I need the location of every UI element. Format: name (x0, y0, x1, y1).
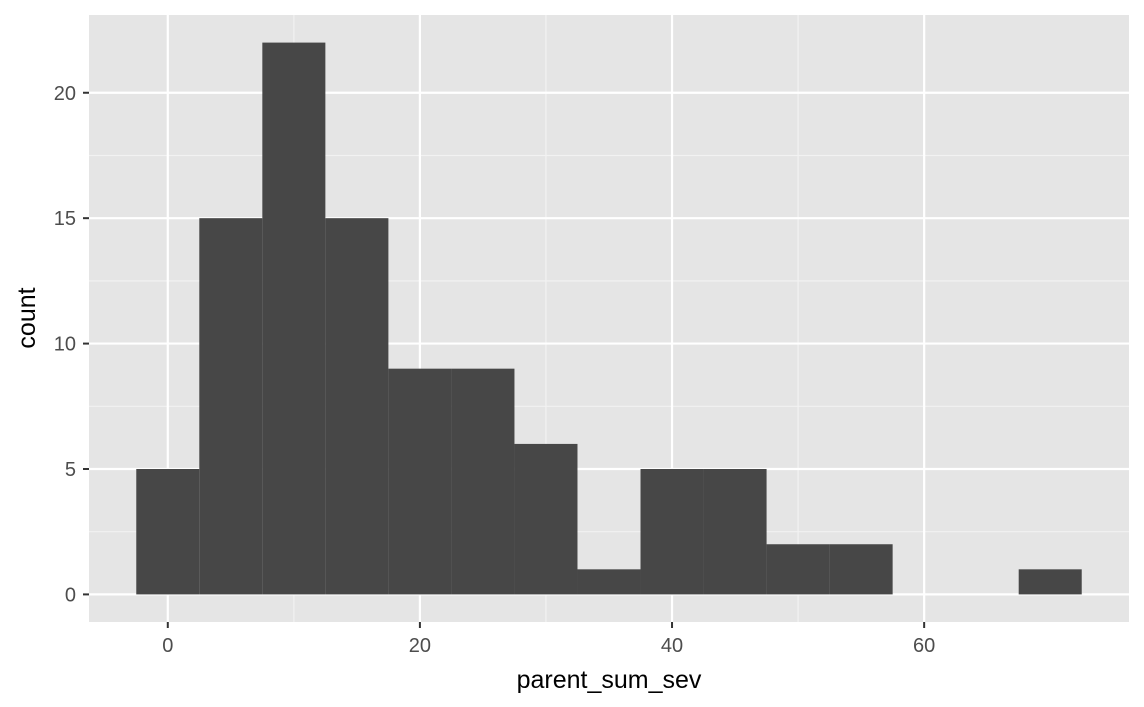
histogram-bar (136, 468, 200, 595)
y-axis-title: count (13, 287, 41, 348)
y-tick-label: 20 (54, 83, 76, 105)
histogram-bar (703, 468, 767, 595)
y-tick-label: 5 (65, 459, 76, 481)
y-tick-label: 10 (54, 334, 76, 356)
histogram-bar (325, 218, 389, 595)
histogram-bars (136, 42, 1082, 595)
x-axis-title: parent_sum_sev (517, 666, 702, 694)
x-axis: 0 20 40 60 (162, 622, 935, 657)
x-tick-label: 60 (913, 635, 935, 657)
y-tick-label: 0 (65, 584, 76, 606)
histogram-bar (577, 569, 641, 595)
histogram-bar (766, 544, 830, 595)
histogram-bar (640, 468, 704, 595)
y-tick-label: 15 (54, 208, 76, 230)
x-tick-label: 20 (409, 635, 431, 657)
x-tick-label: 40 (661, 635, 683, 657)
histogram-bar (262, 42, 326, 595)
histogram-bar (199, 218, 263, 595)
histogram-bar (388, 368, 452, 595)
histogram-bar (1018, 569, 1082, 595)
x-tick-label: 0 (162, 635, 173, 657)
y-axis: 0 5 10 15 20 (54, 83, 89, 606)
histogram-bar (514, 443, 578, 595)
histogram-bar (829, 544, 893, 595)
histogram-bar (451, 368, 515, 595)
